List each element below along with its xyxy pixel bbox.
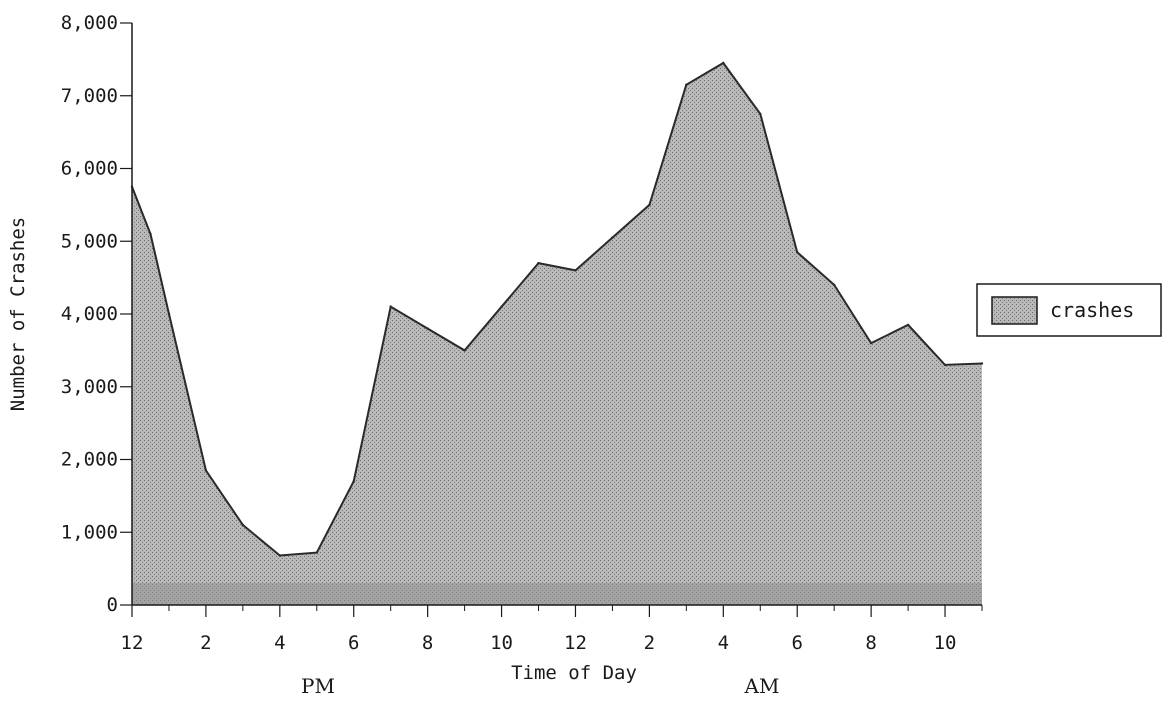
x-tick-label: 12 xyxy=(564,632,587,654)
data-point xyxy=(574,269,577,272)
data-point xyxy=(759,112,762,116)
data-point xyxy=(149,232,152,236)
x-axis: 12 2 4 6 8 10 12 2 4 6 8 10 xyxy=(121,604,983,654)
data-point xyxy=(204,469,208,472)
y-axis-title: Number of Crashes xyxy=(7,217,29,411)
data-point xyxy=(315,551,318,554)
data-point xyxy=(796,251,799,254)
data-point xyxy=(869,341,873,345)
y-tick-label: 5,000 xyxy=(61,230,118,252)
x-tick-label: 10 xyxy=(490,632,513,654)
x-tick-label: 12 xyxy=(121,632,144,654)
data-point xyxy=(722,61,725,65)
x-tick-label: 6 xyxy=(791,632,802,654)
period-label-pm: PM xyxy=(301,674,335,698)
data-point xyxy=(278,554,281,557)
legend-swatch xyxy=(991,296,1038,325)
data-point xyxy=(389,305,392,308)
x-tick-label: 8 xyxy=(865,632,876,654)
y-tick-label: 8,000 xyxy=(61,12,118,34)
period-label-am: AM xyxy=(744,674,780,698)
data-point xyxy=(500,305,503,308)
area-fill xyxy=(132,63,982,605)
legend: crashes xyxy=(976,283,1162,337)
y-tick-label: 1,000 xyxy=(61,521,118,543)
x-tick-label: 2 xyxy=(644,632,655,654)
x-tick-label: 8 xyxy=(422,632,433,654)
data-point xyxy=(537,261,540,265)
y-tick-label: 4,000 xyxy=(61,303,118,325)
data-point xyxy=(980,362,984,365)
data-point xyxy=(648,203,651,207)
x-tick-label: 6 xyxy=(348,632,359,654)
x-tick-label: 4 xyxy=(274,632,285,654)
y-tick-label: 0 xyxy=(107,594,118,616)
y-tick-label: 6,000 xyxy=(61,158,118,180)
area-base-band xyxy=(132,583,982,605)
y-tick-label: 7,000 xyxy=(61,85,118,107)
data-point xyxy=(611,236,614,239)
legend-label: crashes xyxy=(1050,298,1134,322)
data-point xyxy=(833,283,836,287)
data-point xyxy=(943,363,947,367)
data-point xyxy=(167,312,171,316)
x-tick-label: 4 xyxy=(718,632,729,654)
y-tick-label: 2,000 xyxy=(61,449,118,471)
data-point xyxy=(906,323,910,327)
y-axis: 0 1,000 2,000 3,000 4,000 5,000 6,000 7,000 8,00… xyxy=(61,12,133,616)
x-axis-title: Time of Day xyxy=(511,662,637,684)
x-tick-label: 10 xyxy=(934,632,957,654)
data-point xyxy=(685,83,688,87)
data-point xyxy=(241,523,245,527)
data-point xyxy=(352,480,355,483)
data-point xyxy=(463,349,466,352)
x-tick-label: 2 xyxy=(200,632,211,654)
y-tick-label: 3,000 xyxy=(61,376,118,398)
data-point xyxy=(426,327,429,330)
plot-area xyxy=(130,61,984,605)
